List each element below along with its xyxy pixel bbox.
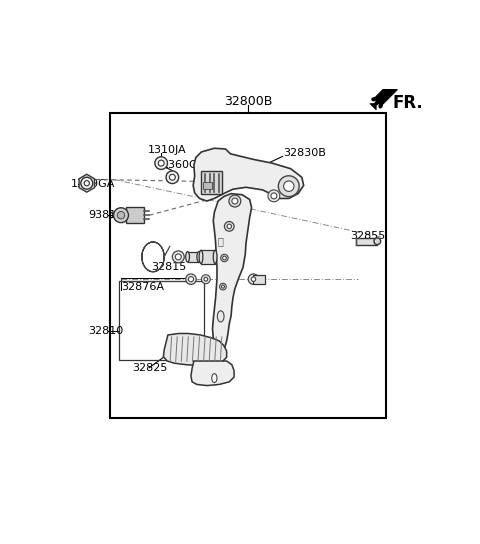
Circle shape — [374, 238, 381, 245]
Ellipse shape — [186, 252, 190, 262]
Bar — [201, 171, 222, 194]
Bar — [110, 113, 385, 418]
Polygon shape — [79, 174, 95, 192]
Circle shape — [268, 190, 280, 202]
Text: 1339GA: 1339GA — [71, 178, 115, 189]
Circle shape — [84, 181, 89, 186]
Circle shape — [114, 208, 129, 222]
Polygon shape — [191, 361, 234, 386]
Circle shape — [284, 181, 294, 191]
Bar — [201, 250, 215, 263]
Circle shape — [229, 195, 241, 207]
Bar — [119, 281, 204, 360]
Ellipse shape — [212, 374, 217, 382]
Circle shape — [188, 276, 193, 282]
Polygon shape — [370, 82, 397, 110]
Bar — [203, 182, 212, 189]
Text: 1360GH: 1360GH — [162, 159, 207, 170]
Circle shape — [158, 160, 164, 166]
Polygon shape — [213, 194, 252, 350]
Circle shape — [227, 224, 231, 228]
Polygon shape — [163, 333, 227, 366]
Bar — [126, 207, 144, 224]
Bar — [356, 238, 377, 245]
Text: 32800B: 32800B — [224, 95, 272, 108]
Circle shape — [175, 254, 181, 260]
Circle shape — [166, 171, 179, 183]
Circle shape — [223, 256, 226, 260]
Circle shape — [221, 285, 225, 288]
Polygon shape — [193, 149, 304, 201]
Ellipse shape — [213, 250, 217, 263]
Text: 93810A: 93810A — [88, 210, 131, 220]
Circle shape — [219, 283, 226, 290]
Ellipse shape — [197, 252, 201, 262]
Text: 32830B: 32830B — [283, 149, 326, 158]
Circle shape — [232, 198, 238, 204]
Circle shape — [155, 157, 168, 169]
Circle shape — [81, 177, 93, 189]
Text: 32815: 32815 — [151, 262, 186, 273]
Circle shape — [186, 274, 196, 285]
Text: 32810: 32810 — [88, 326, 123, 336]
Circle shape — [202, 275, 210, 283]
Text: 32876A: 32876A — [121, 282, 164, 292]
Text: 32855: 32855 — [350, 231, 385, 240]
Circle shape — [271, 193, 277, 199]
Ellipse shape — [199, 250, 203, 263]
Bar — [188, 252, 199, 262]
Text: ⓒ: ⓒ — [218, 236, 224, 246]
Circle shape — [278, 176, 299, 196]
Circle shape — [225, 221, 234, 231]
Circle shape — [169, 174, 175, 180]
Circle shape — [221, 254, 228, 262]
Bar — [253, 275, 265, 283]
Circle shape — [117, 212, 125, 219]
Circle shape — [248, 274, 259, 285]
Circle shape — [204, 277, 208, 281]
Circle shape — [251, 277, 256, 281]
Text: 1310JA: 1310JA — [147, 145, 186, 154]
Circle shape — [172, 251, 184, 263]
Text: 32825: 32825 — [132, 363, 168, 373]
Text: FR.: FR. — [393, 94, 424, 112]
Ellipse shape — [217, 311, 224, 322]
